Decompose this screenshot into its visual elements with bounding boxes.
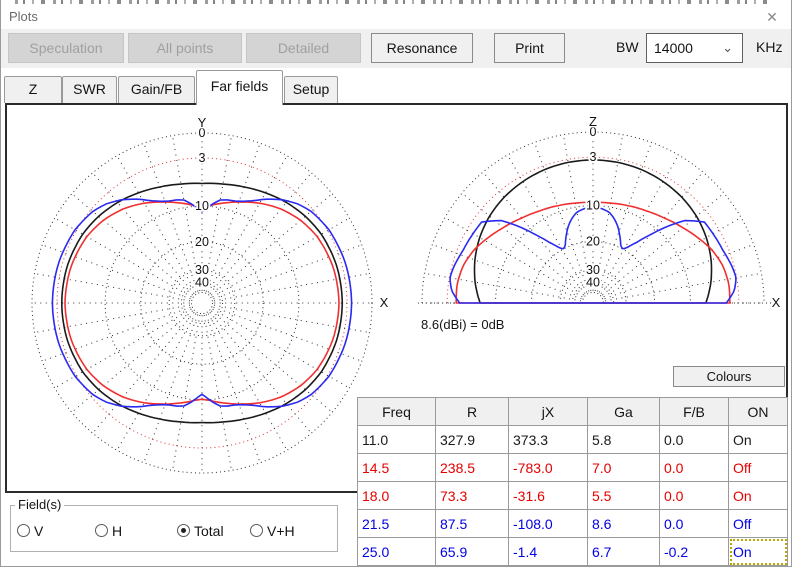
background-window-remnant (15, 0, 771, 4)
tab-setup[interactable]: Setup (284, 76, 338, 103)
speculation-button: Speculation (8, 33, 124, 63)
table-header-cell: F/B (659, 397, 729, 426)
bw-label: BW (616, 39, 639, 55)
table-cell[interactable]: 21.5 (357, 509, 436, 538)
radio-v-label: V (34, 522, 44, 539)
resonance-button[interactable]: Resonance (371, 33, 473, 63)
table-row: 25.0 65.9 -1.4 6.7 -0.2 On (357, 537, 788, 566)
radio-total-circle (177, 524, 190, 538)
table-cell[interactable]: 5.8 (587, 425, 660, 454)
table-cell[interactable]: 0.0 (659, 481, 729, 510)
svg-text:3: 3 (590, 150, 597, 164)
toolbar: Speculation All points Detailed Resonanc… (1, 29, 791, 68)
radio-v-circle (17, 524, 30, 538)
tab-z[interactable]: Z (4, 76, 62, 103)
table-cell[interactable]: -0.2 (659, 537, 729, 566)
svg-text:Z: Z (589, 114, 597, 129)
svg-text:Y: Y (198, 115, 207, 130)
svg-text:30: 30 (586, 263, 600, 277)
fields-groupbox-label: Field(s) (15, 497, 65, 512)
table-cell[interactable]: -783.0 (508, 453, 588, 482)
table-row: 11.0 327.9 373.3 5.8 0.0 On (357, 425, 788, 454)
bw-combobox[interactable]: 14000 ⌄ (646, 33, 743, 63)
table-cell[interactable]: -31.6 (508, 481, 588, 510)
fields-groupbox: Field(s) V H Total V+H (10, 497, 338, 552)
svg-text:0: 0 (199, 126, 206, 140)
tab-swr[interactable]: SWR (62, 76, 117, 103)
detailed-button: Detailed (246, 33, 361, 63)
radio-v-plus-h-circle (250, 524, 263, 538)
table-header-cell: Ga (587, 397, 660, 426)
table-cell[interactable]: On (728, 481, 788, 510)
svg-text:40: 40 (195, 275, 209, 289)
table-row: 21.5 87.5 -108.0 8.6 0.0 Off (357, 509, 788, 538)
table-cell[interactable]: 14.5 (357, 453, 436, 482)
bw-unit-label: KHz (756, 39, 783, 55)
svg-text:0: 0 (590, 125, 597, 139)
table-cell[interactable]: 238.5 (435, 453, 509, 482)
table-header-cell: jX (508, 397, 588, 426)
radio-v[interactable]: V (17, 522, 44, 539)
tab-far-fields[interactable]: Far fields (196, 70, 283, 105)
svg-text:40: 40 (586, 275, 600, 289)
table-cell[interactable]: On (728, 537, 788, 566)
svg-text:20: 20 (195, 235, 209, 249)
table-cell[interactable]: On (728, 425, 788, 454)
svg-text:10: 10 (586, 199, 600, 213)
table-cell[interactable]: 373.3 (508, 425, 588, 454)
table-cell[interactable]: 0.0 (659, 453, 729, 482)
table-cell[interactable]: -108.0 (508, 509, 588, 538)
table-cell[interactable]: 327.9 (435, 425, 509, 454)
print-button[interactable]: Print (494, 33, 565, 63)
table-cell[interactable]: 18.0 (357, 481, 436, 510)
close-button[interactable]: ✕ (761, 7, 783, 27)
table-cell[interactable]: 7.0 (587, 453, 660, 482)
table-cell[interactable]: -1.4 (508, 537, 588, 566)
table-cell[interactable]: 5.5 (587, 481, 660, 510)
table-cell[interactable]: Off (728, 509, 788, 538)
table-header-cell: ON (728, 397, 788, 426)
radio-total-label: Total (194, 522, 224, 539)
colours-button[interactable]: Colours (673, 366, 785, 387)
table-row: 14.5 238.5 -783.0 7.0 0.0 Off (357, 453, 788, 482)
radio-v-plus-h-label: V+H (267, 522, 295, 539)
svg-text:X: X (772, 295, 781, 310)
table-cell[interactable]: 0.0 (659, 425, 729, 454)
table-cell[interactable]: Off (728, 453, 788, 482)
radio-v-plus-h[interactable]: V+H (250, 522, 295, 539)
table-cell[interactable]: 11.0 (357, 425, 436, 454)
table-header-cell: R (435, 397, 509, 426)
svg-text:X: X (380, 295, 389, 310)
radio-h-circle (95, 524, 108, 538)
title-bar: Plots ✕ (1, 5, 791, 29)
table-row: 18.0 73.3 -31.6 5.5 0.0 On (357, 481, 788, 510)
table-cell[interactable]: 87.5 (435, 509, 509, 538)
table-cell[interactable]: 73.3 (435, 481, 509, 510)
table-cell[interactable]: 25.0 (357, 537, 436, 566)
all-points-button: All points (128, 33, 242, 63)
svg-text:20: 20 (586, 234, 600, 248)
radio-h-label: H (112, 522, 123, 539)
svg-text:10: 10 (195, 199, 209, 213)
table-header-cell: Freq (357, 397, 436, 426)
tab-gain-fb[interactable]: Gain/FB (118, 76, 195, 103)
svg-text:3: 3 (199, 151, 206, 165)
radio-h[interactable]: H (95, 522, 123, 539)
radio-total[interactable]: Total (177, 522, 224, 539)
table-cell[interactable]: 65.9 (435, 537, 509, 566)
close-icon: ✕ (766, 9, 778, 25)
table-cell[interactable]: 0.0 (659, 509, 729, 538)
bw-value: 14000 (654, 40, 693, 56)
table-cell[interactable]: 6.7 (587, 537, 660, 566)
chevron-down-icon: ⌄ (722, 40, 733, 55)
gain-normalization-label: 8.6(dBi) = 0dB (421, 317, 505, 332)
table-cell[interactable]: 8.6 (587, 509, 660, 538)
window-title: Plots (9, 9, 38, 24)
svg-text:30: 30 (195, 263, 209, 277)
